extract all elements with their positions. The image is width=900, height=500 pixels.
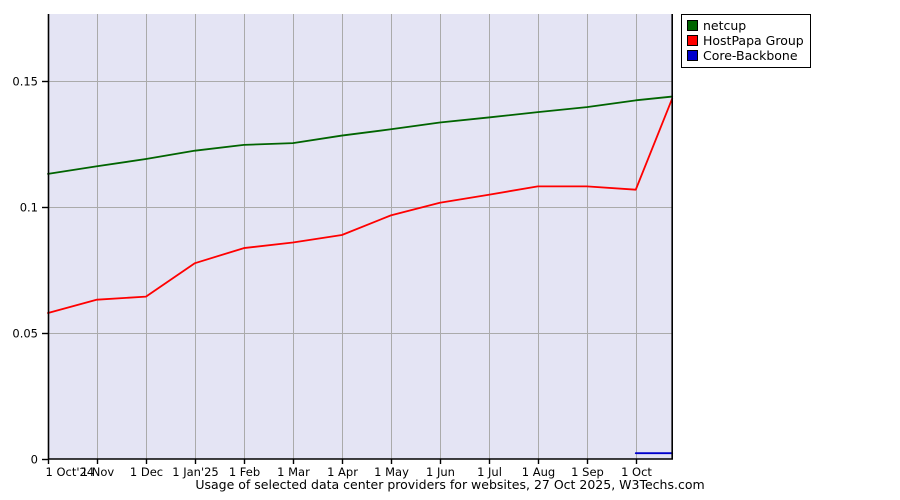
x-tick-label: 1 Nov — [81, 465, 115, 479]
y-tick-label: 0.1 — [20, 201, 38, 215]
y-axis: 0 0.05 0.1 0.15 — [12, 75, 48, 467]
x-tick-label: 1 Jan'25 — [172, 465, 219, 479]
x-tick-label: 1 Oct'24 — [46, 465, 95, 479]
x-tick-label: 1 Mar — [277, 465, 310, 479]
legend-label-netcup: netcup — [703, 18, 747, 33]
legend-swatch-core-backbone — [687, 50, 698, 61]
chart-caption: Usage of selected data center providers … — [195, 477, 705, 492]
y-tick-label: 0.15 — [12, 75, 38, 89]
series-line-hostpapa-group — [47, 97, 674, 314]
x-tick-label: 1 Feb — [229, 465, 260, 479]
x-tick-label: 1 Oct — [621, 465, 652, 479]
series-line-netcup — [47, 95, 674, 175]
x-tick-label: 1 Apr — [327, 465, 358, 479]
x-tick-label: 1 Dec — [130, 465, 163, 479]
x-tick-label: 1 Sep — [571, 465, 604, 479]
horizontal-gridlines — [48, 81, 673, 334]
vertical-gridlines — [97, 14, 637, 459]
legend-swatch-hostpapa-group — [687, 35, 698, 46]
legend-label-core-backbone: Core-Backbone — [703, 48, 798, 63]
plot-background — [48, 14, 673, 459]
x-tick-label: 1 Jul — [477, 465, 502, 479]
legend-item-netcup[interactable]: netcup — [687, 18, 804, 33]
legend-swatch-netcup — [687, 20, 698, 31]
x-tick-label: 1 Aug — [522, 465, 555, 479]
chart-legend: netcup HostPapa Group Core-Backbone — [681, 14, 811, 68]
legend-item-core-backbone[interactable]: Core-Backbone — [687, 48, 804, 63]
data-series-group — [47, 95, 674, 455]
y-tick-label: 0 — [31, 453, 38, 467]
x-axis: 1 Oct'241 Nov 1 Dec 1 Jan'25 1 Feb 1 Mar 1 Ap… — [46, 459, 652, 479]
x-tick-label: 1 May — [374, 465, 409, 479]
y-tick-label: 0.05 — [12, 327, 38, 341]
legend-label-hostpapa-group: HostPapa Group — [703, 33, 804, 48]
x-tick-label: 1 Jun — [426, 465, 455, 479]
legend-item-hostpapa-group[interactable]: HostPapa Group — [687, 33, 804, 48]
